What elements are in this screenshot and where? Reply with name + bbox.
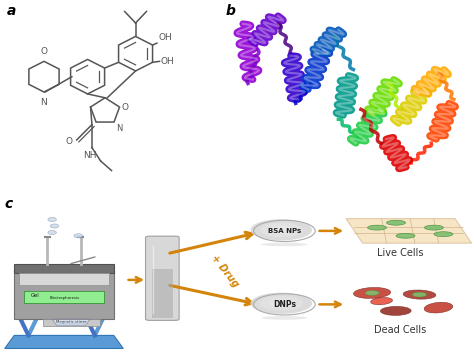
Ellipse shape (50, 224, 59, 228)
Text: a: a (7, 4, 16, 18)
Ellipse shape (396, 233, 415, 238)
Text: O: O (40, 47, 47, 56)
Text: O: O (122, 103, 129, 111)
Ellipse shape (424, 302, 453, 313)
Ellipse shape (381, 306, 411, 315)
FancyBboxPatch shape (146, 236, 179, 320)
Circle shape (365, 290, 379, 295)
Text: O: O (65, 137, 73, 146)
Text: c: c (5, 197, 13, 211)
Text: BSA NPs: BSA NPs (268, 228, 301, 234)
Circle shape (269, 299, 294, 307)
Bar (57, 322, 85, 326)
FancyBboxPatch shape (43, 319, 100, 326)
Ellipse shape (371, 297, 392, 305)
Polygon shape (5, 335, 123, 349)
Text: Electrophoresis: Electrophoresis (50, 296, 80, 300)
Circle shape (260, 222, 303, 237)
Circle shape (250, 293, 312, 314)
FancyBboxPatch shape (14, 263, 114, 273)
Ellipse shape (424, 225, 444, 230)
Bar (152, 269, 173, 318)
Text: NH: NH (83, 152, 97, 160)
Polygon shape (52, 319, 90, 326)
Text: Gel: Gel (31, 293, 39, 298)
Circle shape (412, 292, 427, 297)
FancyBboxPatch shape (14, 270, 114, 319)
Text: Dead Cells: Dead Cells (374, 325, 427, 335)
Bar (24, 291, 104, 303)
Polygon shape (346, 219, 472, 243)
Text: Live Cells: Live Cells (377, 248, 424, 258)
Ellipse shape (354, 288, 391, 299)
Ellipse shape (48, 230, 56, 235)
Text: OH: OH (158, 33, 172, 42)
Ellipse shape (74, 234, 82, 238)
Bar (19, 273, 109, 285)
Text: OH: OH (161, 57, 174, 66)
Text: b: b (225, 4, 235, 18)
Circle shape (250, 219, 312, 240)
Circle shape (260, 296, 303, 311)
Circle shape (269, 225, 294, 234)
Text: DNPs: DNPs (273, 300, 296, 309)
Text: N: N (41, 98, 47, 107)
Ellipse shape (403, 290, 436, 299)
Text: N: N (116, 124, 123, 133)
Ellipse shape (261, 316, 308, 320)
Ellipse shape (367, 225, 386, 230)
Ellipse shape (48, 217, 56, 222)
Text: + Drug: + Drug (210, 253, 241, 289)
Text: Magnetic stirrer: Magnetic stirrer (56, 320, 86, 324)
Ellipse shape (434, 232, 453, 236)
Ellipse shape (261, 243, 308, 246)
Ellipse shape (386, 220, 405, 225)
